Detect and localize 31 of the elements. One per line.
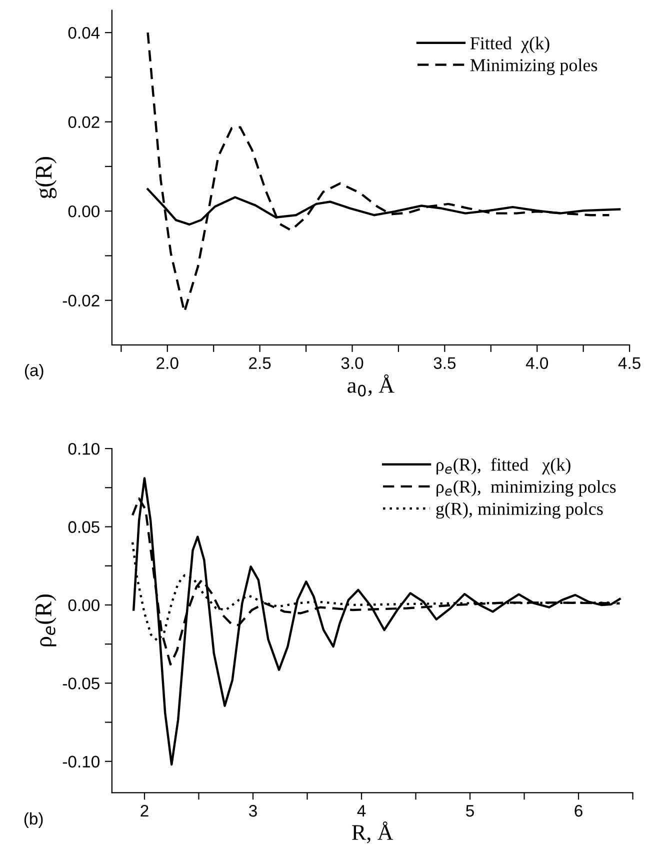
- y-tick-label: -0.02: [62, 294, 100, 307]
- x-axis-title: R, Å: [352, 821, 394, 844]
- x-tick-label: 2.5: [249, 357, 271, 370]
- legend-label: Minimizing poles: [470, 58, 598, 75]
- legend-label: ρ$_{e}$(R), minimizing polcs: [436, 480, 616, 497]
- legend-label: g(R), minimizing polcs: [436, 502, 603, 519]
- text: (b): [24, 812, 43, 828]
- x-tick-label: 5: [466, 805, 474, 817]
- x-tick-label: 3: [248, 804, 257, 817]
- x-tick-label: 6: [574, 804, 582, 817]
- x-tick-label: 2.0: [156, 357, 178, 370]
- y-tick-label: -0.05: [62, 678, 100, 690]
- x-tick-label: 4.0: [526, 357, 548, 370]
- y-tick-label: -0.10: [62, 756, 100, 768]
- text: (a): [24, 364, 44, 380]
- y-tick-label: 0.04: [68, 26, 100, 39]
- x-tick-label: 3.5: [434, 357, 456, 370]
- x-tick-label: 4.5: [618, 357, 640, 370]
- x-tick-label: 2: [140, 804, 148, 817]
- y-tick-label: 0.02: [68, 116, 100, 128]
- x-axis-title: a$_{0}$, Å: [348, 374, 394, 397]
- y-tick-label: 0.05: [68, 521, 100, 533]
- y-axis-title: ρ$_{e}$(R): [34, 594, 56, 646]
- y-tick-label: 0.10: [68, 442, 100, 455]
- x-tick-label: 4: [357, 805, 366, 817]
- legend-label: Fitted χ(k): [470, 36, 550, 54]
- y-tick-label: 0.00: [68, 205, 100, 218]
- y-tick-label: 0.00: [68, 599, 100, 612]
- x-tick-label: 3.0: [341, 357, 364, 370]
- y-axis-title: g(R): [35, 157, 57, 198]
- legend-label: ρ$_{e}$(R), fitted χ(k): [436, 458, 570, 474]
